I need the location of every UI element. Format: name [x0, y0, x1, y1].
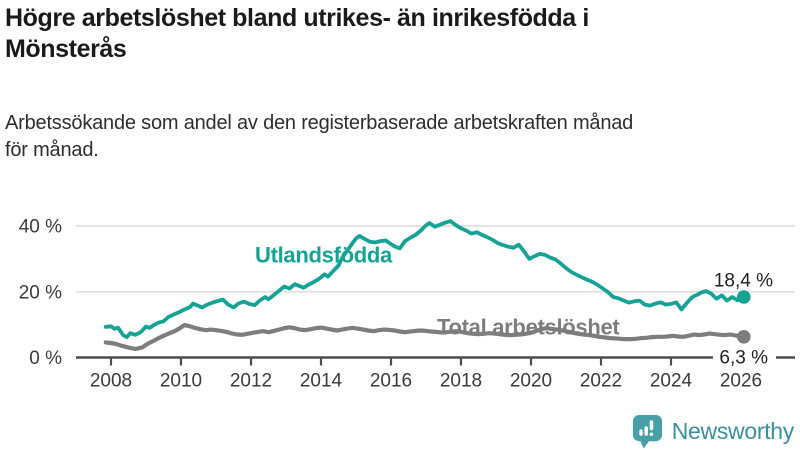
- x-axis-labels: 2008 2010 2012 2014 2016 2018 2020 2022 2024 2026: [90, 371, 762, 392]
- x-tick-label: 2014: [300, 371, 343, 392]
- series-label-total: Total arbetslöshet: [437, 315, 620, 340]
- page-title: Högre arbetslöshet bland utrikes- än inr…: [5, 3, 785, 64]
- x-tick-label: 2016: [370, 371, 412, 392]
- brand-footer[interactable]: Newsworthy: [631, 414, 794, 449]
- x-tick-label: 2012: [230, 371, 272, 392]
- x-tick-label: 2024: [650, 371, 693, 392]
- end-value-label-total: 6,3 %: [719, 348, 768, 369]
- end-value-label-bg: [713, 346, 776, 368]
- y-axis-labels: 40 % 20 % 0 %: [19, 217, 62, 370]
- x-tick-label: 2018: [440, 371, 482, 392]
- gridlines: [76, 225, 795, 293]
- y-tick-label-20: 20 %: [19, 282, 62, 303]
- chart-subtitle: Arbetssökande som andel av den registerb…: [5, 110, 795, 164]
- x-tick-label: 2008: [90, 371, 132, 392]
- line-total-arbetsloshet: [103, 322, 746, 352]
- x-tick-label: 2020: [510, 371, 552, 392]
- title-line-1: Högre arbetslöshet bland utrikes- än inr…: [5, 4, 589, 32]
- brand-name: Newsworthy: [671, 418, 795, 444]
- subtitle-line-2: för månad.: [5, 139, 99, 161]
- x-tick-label: 2010: [160, 371, 202, 392]
- subtitle-line-1: Arbetssökande som andel av den registerb…: [5, 112, 634, 134]
- end-dot-total: [737, 330, 751, 344]
- y-tick-label-0: 0 %: [29, 348, 62, 369]
- bar-chart-speech-bubble-icon: [632, 415, 662, 449]
- series-label-utlandsfodda: Utlandsfödda: [255, 243, 393, 268]
- x-tick-label: 2022: [580, 371, 622, 392]
- end-dot-utlandsfodda: [737, 290, 751, 304]
- line-chart: 40 % 20 % 0 % Utlandsfödda Total arbetsl…: [19, 217, 795, 392]
- y-tick-label-40: 40 %: [19, 217, 62, 238]
- title-line-2: Mönsterås: [5, 34, 127, 63]
- end-value-label-utlandsfodda: 18,4 %: [714, 271, 773, 292]
- x-tick-label: 2026: [720, 371, 762, 392]
- line-utlandsfodda: [103, 219, 746, 340]
